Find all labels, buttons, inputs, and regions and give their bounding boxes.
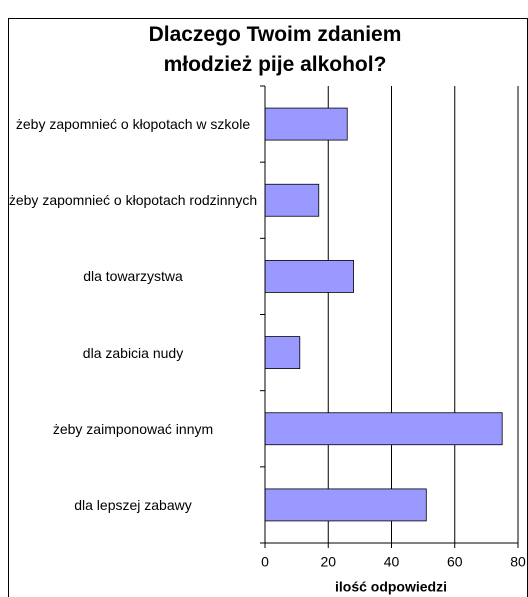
y-tick-label: dla towarzystwa	[83, 268, 183, 285]
x-axis-label: ilość odpowiedzi	[335, 579, 447, 595]
bar	[264, 107, 348, 141]
x-tick-label: 20	[320, 554, 336, 570]
y-tick-label: dla zabicia nudy	[82, 344, 184, 361]
y-tick-label: żeby zapomnieć o kłopotach rodzinnych	[8, 192, 258, 209]
bar	[264, 488, 427, 522]
x-tick-label: 80	[510, 554, 526, 570]
bar	[264, 336, 301, 369]
bar	[264, 260, 354, 293]
y-tick-label: dla lepszej zabawy	[74, 496, 192, 513]
x-tick-label: 40	[384, 554, 400, 570]
bar	[264, 412, 503, 446]
bar	[264, 183, 320, 217]
x-tick-label: 0	[261, 554, 269, 570]
y-tick-label: żeby zaimponować innym	[52, 420, 214, 437]
x-tick-label: 60	[447, 554, 463, 570]
y-tick-label: żeby zapomnieć o kłopotach w szkole	[15, 116, 251, 133]
chart-title: Dlaczego Twoim zdaniem młodzież pije alk…	[148, 23, 402, 76]
